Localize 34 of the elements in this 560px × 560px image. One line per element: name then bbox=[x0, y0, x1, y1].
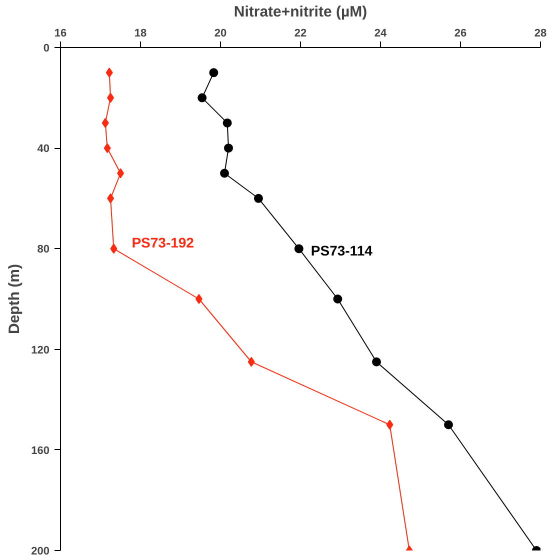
point bbox=[110, 244, 118, 254]
y-tick-label: 80 bbox=[37, 244, 50, 256]
point bbox=[444, 420, 453, 430]
point bbox=[195, 294, 202, 304]
y-tick-label: 120 bbox=[31, 344, 50, 356]
point bbox=[333, 294, 342, 304]
point bbox=[294, 244, 304, 254]
point bbox=[372, 357, 381, 366]
x-tick-label: 20 bbox=[214, 28, 227, 40]
y-tick-label: 40 bbox=[37, 143, 50, 156]
y-tick-label: 0 bbox=[43, 42, 50, 54]
y-axis-title: Depth (m) bbox=[6, 264, 24, 334]
series-label: PS73-114 bbox=[310, 242, 373, 259]
point bbox=[198, 93, 207, 102]
x-tick-label: 24 bbox=[374, 28, 388, 40]
point bbox=[254, 194, 263, 203]
point bbox=[102, 118, 109, 128]
point bbox=[220, 168, 229, 178]
point bbox=[222, 118, 232, 128]
x-tick-label: 18 bbox=[134, 28, 147, 40]
x-axis-title: Nitrate+nitrite (µM) bbox=[234, 4, 368, 20]
y-tick-label: 160 bbox=[31, 444, 50, 457]
point bbox=[224, 144, 233, 153]
series-label: PS73-192 bbox=[132, 234, 194, 251]
x-tick-label: 26 bbox=[454, 28, 467, 40]
point bbox=[386, 420, 394, 430]
point bbox=[106, 68, 113, 78]
x-tick-label: 28 bbox=[534, 28, 547, 40]
y-tick-label: 200 bbox=[31, 546, 50, 558]
point bbox=[209, 68, 218, 78]
x-tick-label: 16 bbox=[54, 28, 67, 40]
point bbox=[248, 356, 255, 367]
x-tick-label: 22 bbox=[294, 28, 307, 40]
point bbox=[104, 143, 111, 154]
